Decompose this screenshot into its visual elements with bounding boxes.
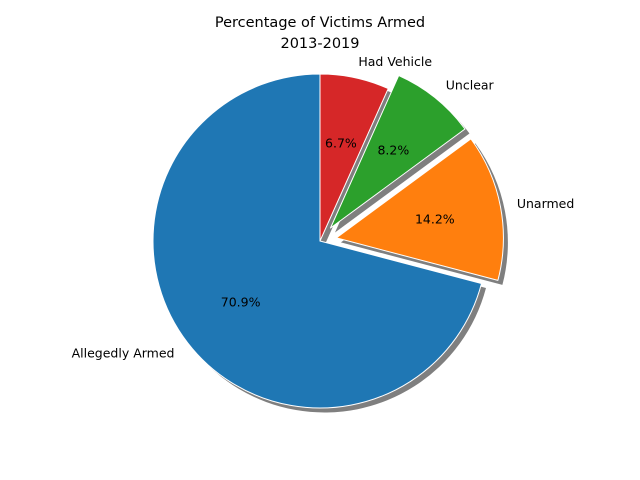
pie-slice-allegedly-armed [152,73,482,409]
pie-slice-unarmed [335,138,504,281]
slice-value-label-unclear: 8.2% [377,142,409,157]
pie-slices [152,73,504,409]
pie-slice-unclear [329,75,466,229]
slice-value-label-unarmed: 14.2% [415,212,455,227]
slice-label-allegedly-armed: Allegedly Armed [72,346,175,361]
slice-label-unclear: Unclear [446,77,495,92]
pie-labels: Allegedly Armed 70.9% Unarmed 14.2% Unclear 8… [72,54,575,361]
chart-title-line-2: 2013-2019 [280,36,359,52]
pie-slice-had-vehicle [319,73,389,242]
slice-label-unarmed: Unarmed [517,196,574,211]
slice-value-label-had-vehicle: 6.7% [325,136,357,151]
slice-value-label-allegedly-armed: 70.9% [221,295,261,310]
chart-title-line-1: Percentage of Victims Armed [215,15,425,31]
slice-label-had-vehicle: Had Vehicle [358,54,432,69]
chart-title: Percentage of Victims Armed 2013-2019 [215,15,425,52]
